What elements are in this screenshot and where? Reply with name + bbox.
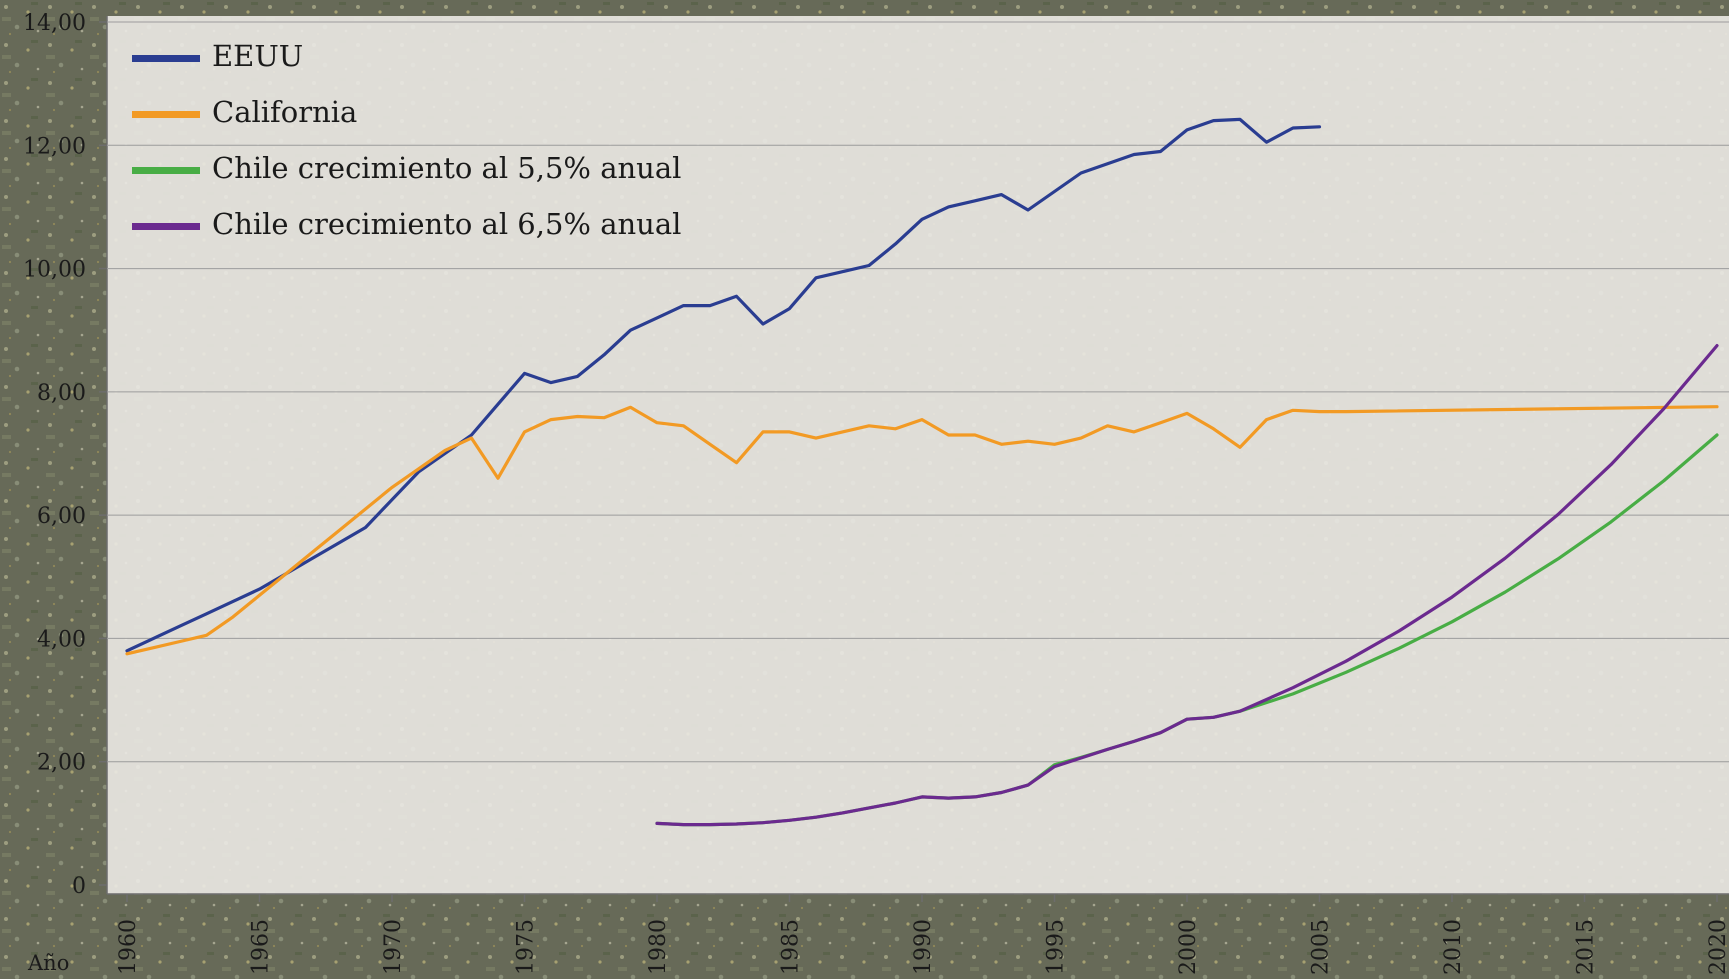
series-lines [125,117,1719,827]
y-tick-label: 14,00 [23,11,86,36]
y-tick-label: 8,00 [37,381,86,406]
legend-label: California [212,95,357,129]
legend-swatch [132,223,200,230]
x-tick-label: 1965 [249,919,274,975]
x-axis-ticks: 1960 1965 1970 1975 1980 1985 1990 1995 2000 2005… [116,894,1729,975]
y-tick-label: 2,00 [37,751,86,776]
x-tick-label: 1960 [116,919,141,975]
x-tick-label: 2020 [1706,919,1729,975]
legend-swatch [132,167,200,174]
series-line-0 [125,117,1322,653]
gridlines [107,21,1729,763]
series-line-3 [655,344,1719,827]
series-line-1 [125,405,1719,656]
x-tick-label: 1970 [381,919,406,975]
plot-area [107,16,1729,894]
y-tick-label: 12,00 [23,134,86,159]
legend-swatch [132,111,200,118]
legend-label: Chile crecimiento al 6,5% anual [212,207,681,241]
x-axis-label: Año [27,951,69,975]
legend-swatch [132,55,200,62]
legend: EEUU California Chile crecimiento al 5,5% … [132,39,681,241]
y-tick-label: 10,00 [23,258,86,283]
legend-label: EEUU [212,39,303,73]
x-tick-label: 1995 [1044,919,1069,975]
x-tick-label: 2005 [1309,919,1334,975]
y-tick-label: 0 [72,874,86,899]
y-tick-label: 6,00 [37,504,86,529]
x-tick-label: 2000 [1176,919,1201,975]
legend-label: Chile crecimiento al 5,5% anual [212,151,681,185]
x-tick-label: 2010 [1441,919,1466,975]
x-tick-label: 1985 [779,919,804,975]
x-tick-label: 2015 [1574,919,1599,975]
x-tick-label: 1975 [514,919,539,975]
x-tick-label: 1990 [911,919,936,975]
y-tick-label: 4,00 [37,627,86,652]
y-axis-ticks: 0 2,00 4,00 6,00 8,00 10,00 12,00 14,00 [23,11,107,899]
x-tick-label: 1980 [646,919,671,975]
